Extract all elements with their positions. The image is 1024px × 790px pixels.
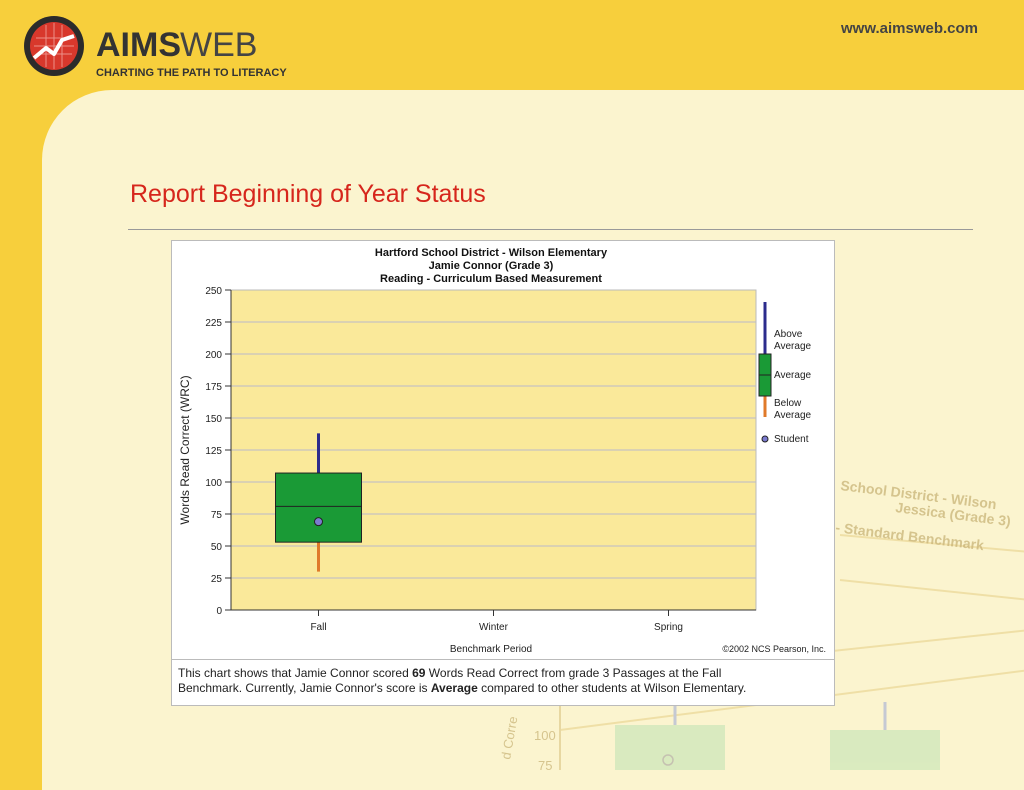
legend-label: Average [774,341,812,352]
grid-lines [231,321,756,579]
caption-line2-pre: Benchmark. Currently, Jamie Connor's sco… [178,681,431,695]
average-box [275,472,362,543]
benchmark-boxplot: Hartford School District - Wilson Elemen… [178,247,826,655]
y-tick-label: 0 [216,606,222,617]
brand-light: WEB [180,26,257,64]
x-tick-label: Winter [479,622,509,633]
aimsweb-logo: AIMS WEB CHARTING THE PATH TO LITERACY [22,12,332,87]
x-tick-label: Spring [654,622,683,633]
caption-line1-post: Words Read Correct from grade 3 Passages… [425,666,722,680]
y-tick-label: 200 [205,350,222,361]
y-tick-label: 250 [205,286,222,297]
legend-label: Below [774,398,802,409]
legend-student-swatch [761,435,769,443]
bg-title-line-3: - Standard Benchmark [835,519,985,553]
boxes [275,433,362,572]
y-tick-label: 25 [211,574,223,585]
y-tick-label: 225 [205,318,222,329]
caption-line2-post: compared to other students at Wilson Ele… [477,681,747,695]
chart-title: Hartford School District - Wilson Elemen… [375,247,608,285]
caption-divider [172,659,834,660]
y-ticks: 0 25 50 75 100 125 150 175 200 225 250 [205,286,232,617]
x-axis-label: Benchmark Period [450,644,532,655]
y-tick-label: 50 [211,542,223,553]
brand-tagline: CHARTING THE PATH TO LITERACY [96,67,287,79]
y-tick-label: 125 [205,446,222,457]
legend-label: Average [774,410,812,421]
bg-tick-75: 75 [538,758,552,770]
x-ticks: Fall Winter Spring [231,609,756,633]
bg-tick-100: 100 [534,728,556,743]
legend-label: Above [774,329,803,340]
y-tick-label: 100 [205,478,222,489]
caption-line1-pre: This chart shows that Jamie Connor score… [178,666,413,680]
chart-title-line-1: Hartford School District - Wilson Elemen… [375,247,608,259]
legend-label: Average [774,370,812,381]
y-axis-label: Words Read Correct (WRC) [178,375,192,524]
site-url[interactable]: www.aimsweb.com [841,20,978,37]
slide-title: Report Beginning of Year Status [130,180,486,208]
student-marker [314,517,323,527]
caption-score: 69 [412,666,426,680]
copyright: ©2002 NCS Pearson, Inc. [722,644,826,654]
title-divider [128,229,973,230]
y-tick-label: 75 [211,510,223,521]
caption-status: Average [430,681,478,695]
bg-axis-fragment: d Corre [498,715,520,760]
report-chart-panel: Hartford School District - Wilson Elemen… [171,240,835,706]
brand-bold: AIMS [96,26,181,64]
y-tick-label: 175 [205,382,222,393]
y-tick-label: 150 [205,414,222,425]
chart-caption: This chart shows that Jamie Connor score… [178,666,828,696]
legend-label: Student [774,434,809,445]
chart-title-line-3: Reading - Curriculum Based Measurement [380,273,602,285]
chart-title-line-2: Jamie Connor (Grade 3) [429,260,554,272]
x-tick-label: Fall [310,622,326,633]
